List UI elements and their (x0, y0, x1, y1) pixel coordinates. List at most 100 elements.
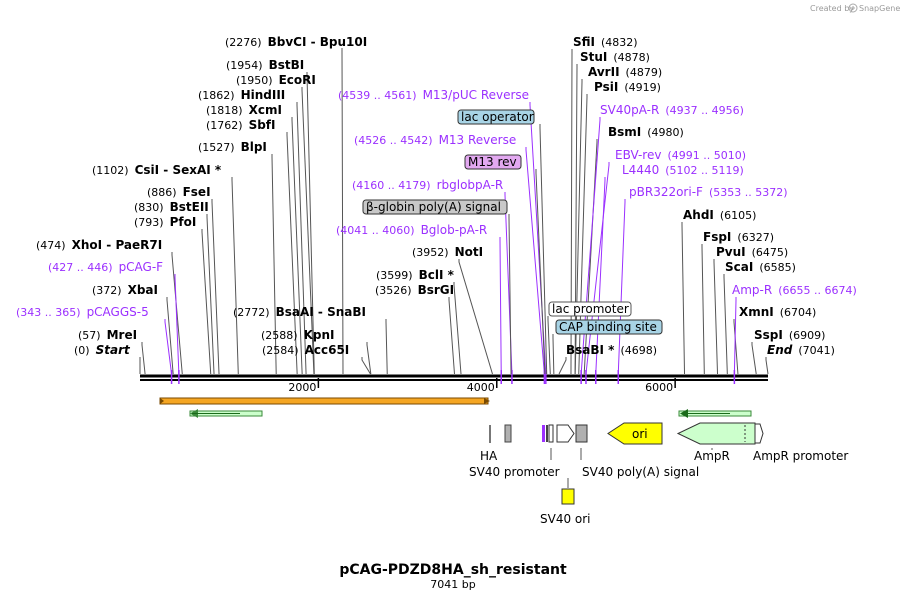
feature-sv40-polya-box[interactable] (575, 424, 588, 443)
site-label-pbr322ori-f[interactable]: pBR322ori-F (5353 .. 5372) (629, 185, 788, 199)
feature-box-m13-rev[interactable] (464, 154, 522, 170)
leader-line (171, 252, 183, 375)
leader-line (361, 357, 371, 375)
site-label-xbai[interactable]: (372) XbaI (92, 283, 158, 297)
site-label-ebv-rev[interactable]: EBV-rev (4991 .. 5010) (615, 148, 746, 162)
feature-box-label: lac promoter (552, 302, 629, 316)
site-label-bcli[interactable]: (3599) BclI * (376, 268, 455, 282)
site-label-bsrgi[interactable]: (3526) BsrGI (375, 283, 454, 297)
site-label-bglob-pa-r[interactable]: (4041 .. 4060) Bglob-pA-R (336, 223, 487, 237)
site-label-start[interactable]: (0) Start (74, 343, 131, 357)
leader-line (751, 342, 757, 375)
feature-green-arrow-right[interactable] (678, 409, 752, 418)
site-label-m13-puc-reverse[interactable]: (4539 .. 4561) M13/pUC Reverse (338, 88, 529, 102)
site-label-blpi[interactable]: (1527) BlpI (198, 140, 267, 154)
feature-sv40-polya-label: SV40 poly(A) signal (582, 465, 699, 479)
feature-ha-mark[interactable] (489, 425, 491, 443)
site-label-sfii[interactable]: SfiI (4832) (573, 35, 638, 49)
site-label-xhoi[interactable]: (474) XhoI - PaeR7I (36, 238, 162, 252)
feature-green-arrow-left[interactable] (189, 409, 263, 418)
site-label-xmni[interactable]: XmnI (6704) (739, 305, 816, 319)
leader-line (458, 259, 493, 375)
leader-line (723, 274, 728, 375)
site-label-ahdi[interactable]: AhdI (6105) (683, 208, 756, 222)
site-label-scai[interactable]: ScaI (6585) (725, 260, 796, 274)
leader-line (583, 139, 598, 375)
snapgene-logo-icon (848, 3, 858, 13)
feature-ori-label: ori (632, 427, 648, 441)
feature-ori[interactable]: ori (607, 422, 663, 445)
leader-line (231, 177, 239, 375)
feature-box-lac-promoter[interactable] (548, 301, 632, 317)
site-label-noti[interactable]: (3952) NotI (412, 245, 483, 259)
site-label-csii[interactable]: (1102) CsiI - SexAI * (92, 163, 222, 177)
feature-box-lac-operator[interactable] (457, 109, 535, 125)
site-label-l4440[interactable]: L4440 (5102 .. 5119) (622, 163, 744, 177)
feature-box-label: CAP binding site (559, 320, 657, 334)
leader-line (713, 259, 719, 375)
feature-box-label: lac operator (461, 110, 534, 124)
site-label-bsabi[interactable]: BsaBI * (4698) (566, 343, 657, 357)
leader-line (291, 117, 303, 375)
feature-box-cap-binding-site[interactable] (555, 319, 663, 335)
feature-ampr-promoter[interactable] (754, 423, 764, 444)
axis-tick-label: 6000 (645, 381, 673, 394)
leader-line (448, 297, 455, 375)
leader-line (453, 282, 462, 375)
feature-ampr-promoter-label: AmpR promoter (753, 449, 848, 463)
leader-line (166, 297, 174, 375)
site-label-sspi[interactable]: SspI (6909) (754, 328, 825, 342)
site-label-bsaai[interactable]: (2772) BsaAI - SnaBI (233, 305, 366, 319)
site-label-pcaggs-5[interactable]: (343 .. 365) pCAGGS-5 (16, 305, 149, 319)
leader-line (201, 229, 212, 375)
site-label-bbvci[interactable]: (2276) BbvCI - Bpu10I (225, 35, 367, 49)
site-label-bsmi[interactable]: BsmI (4980) (608, 125, 684, 139)
feature-sv40-promoter-arrow[interactable] (556, 424, 575, 443)
site-label-m13-reverse[interactable]: (4526 .. 4542) M13 Reverse (354, 133, 516, 147)
site-label-amp-r[interactable]: Amp-R (6655 .. 6674) (732, 283, 857, 297)
site-label-end[interactable]: End (7041) (767, 343, 835, 357)
feature-ha-label: HA (480, 449, 498, 463)
leader-line (578, 94, 588, 375)
site-label-fsei[interactable]: (886) FseI (147, 185, 211, 199)
feature-box-label: M13 rev (468, 155, 517, 169)
feature-ampr[interactable] (676, 422, 756, 445)
site-label-bstbi[interactable]: (1954) BstBI (226, 58, 304, 72)
site-label-fspi[interactable]: FspI (6327) (703, 230, 774, 244)
leader-line (385, 319, 388, 375)
leader-line (574, 79, 583, 375)
site-label-bsteii[interactable]: (830) BstEII (134, 200, 209, 214)
leader-line (296, 102, 307, 375)
leader-line (765, 357, 769, 375)
site-label-avrii[interactable]: AvrII (4879) (588, 65, 662, 79)
leader-line (499, 237, 502, 375)
feature-box-globin-poly-a-signal[interactable] (362, 199, 508, 215)
leader-line (271, 154, 277, 375)
leader-line (733, 297, 737, 375)
axis-tick-label: 2000 (288, 381, 316, 394)
feature-sv40-cluster[interactable] (542, 424, 554, 443)
site-label-xcmi[interactable]: (1818) XcmI (206, 103, 282, 117)
site-label-pvui[interactable]: PvuI (6475) (716, 245, 788, 259)
feature-box-label: β-globin poly(A) signal (366, 200, 501, 214)
leader-line (164, 319, 173, 375)
site-label-pcag-f[interactable]: (427 .. 446) pCAG-F (48, 260, 163, 274)
site-label-acc65i[interactable]: (2584) Acc65I (262, 343, 349, 357)
feature-cag-region[interactable] (159, 397, 490, 405)
map-subtitle: 7041 bp (430, 578, 475, 591)
leader-line (301, 87, 315, 375)
feature-beta-globin-box[interactable] (504, 424, 512, 443)
site-label-psii[interactable]: PsiI (4919) (594, 80, 661, 94)
feature-sv40-ori-box[interactable] (561, 488, 575, 505)
axis-tick-label: 4000 (467, 381, 495, 394)
site-label-mrei[interactable]: (57) MreI (78, 328, 137, 342)
site-label-sv40pa-r[interactable]: SV40pA-R (4937 .. 4956) (600, 103, 744, 117)
site-label-pfoi[interactable]: (793) PfoI (134, 215, 196, 229)
site-label-rbglobpa-r[interactable]: (4160 .. 4179) rbglobpA-R (352, 178, 503, 192)
site-label-hindiii[interactable]: (1862) HindIII (198, 88, 285, 102)
site-label-sbfi[interactable]: (1762) SbfI (206, 118, 276, 132)
site-label-stui[interactable]: StuI (4878) (580, 50, 650, 64)
site-label-ecori[interactable]: (1950) EcoRI (236, 73, 316, 87)
leader-line (174, 274, 180, 375)
site-label-kpni[interactable]: (2588) KpnI (261, 328, 334, 342)
